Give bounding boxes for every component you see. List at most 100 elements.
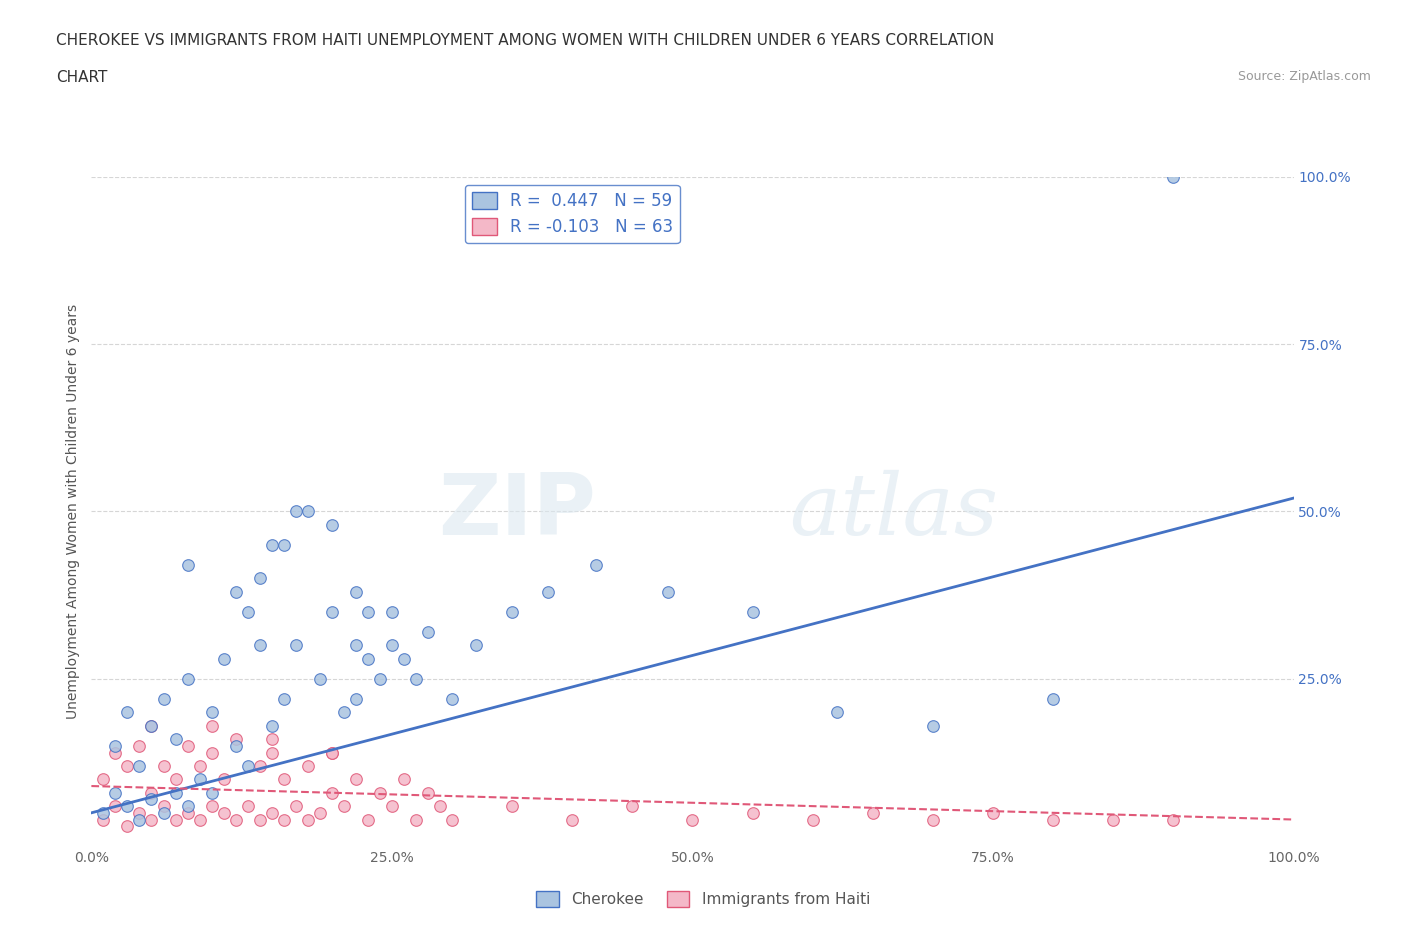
Point [117,818,139,833]
Point [152,759,174,774]
Point [1161,169,1184,184]
Point [321,745,343,760]
Point [104,738,127,753]
Point [357,812,380,827]
Point [117,799,139,814]
Point [537,584,560,599]
Y-axis label: Unemployment Among Women with Children Under 6 years: Unemployment Among Women with Children U… [66,304,80,719]
Point [368,785,391,800]
Legend: R =  0.447   N = 59, R = -0.103   N = 63: R = 0.447 N = 59, R = -0.103 N = 63 [465,185,679,243]
Point [93,772,115,787]
Point [260,538,283,552]
Point [440,812,463,827]
Point [1102,812,1125,827]
Point [801,812,824,827]
Point [585,558,607,573]
Point [284,638,307,653]
Point [741,604,763,619]
Legend: Cherokee, Immigrants from Haiti: Cherokee, Immigrants from Haiti [530,884,876,913]
Point [333,705,356,720]
Text: Source: ZipAtlas.com: Source: ZipAtlas.com [1237,70,1371,83]
Point [152,799,174,814]
Point [681,812,703,827]
Point [392,772,415,787]
Point [273,538,295,552]
Point [117,759,139,774]
Point [165,732,187,747]
Point [201,705,224,720]
Point [225,732,247,747]
Point [333,799,356,814]
Text: atlas: atlas [789,471,998,552]
Point [249,638,271,653]
Point [188,772,211,787]
Point [1042,692,1064,707]
Point [381,799,404,814]
Point [321,517,343,532]
Point [501,604,523,619]
Point [212,651,235,666]
Point [117,705,139,720]
Point [141,792,163,807]
Text: CHART: CHART [56,70,108,85]
Point [284,504,307,519]
Point [416,625,439,640]
Point [236,604,259,619]
Point [212,772,235,787]
Point [465,638,488,653]
Point [308,805,330,820]
Point [201,799,224,814]
Point [141,785,163,800]
Point [128,738,150,753]
Point [104,745,127,760]
Point [236,799,259,814]
Point [128,805,150,820]
Point [381,604,404,619]
Point [225,738,247,753]
Point [141,718,163,733]
Point [344,584,367,599]
Point [249,571,271,586]
Point [176,738,198,753]
Point [152,692,174,707]
Point [297,504,319,519]
Point [561,812,583,827]
Point [141,812,163,827]
Point [321,745,343,760]
Point [260,805,283,820]
Point [501,799,523,814]
Point [165,785,187,800]
Point [357,604,380,619]
Point [368,671,391,686]
Point [201,718,224,733]
Point [922,718,945,733]
Point [225,584,247,599]
Point [273,772,295,787]
Point [922,812,945,827]
Point [344,772,367,787]
Point [236,759,259,774]
Point [128,812,150,827]
Point [657,584,679,599]
Point [152,805,174,820]
Point [308,671,330,686]
Point [176,558,198,573]
Point [381,638,404,653]
Point [104,799,127,814]
Point [141,718,163,733]
Point [260,745,283,760]
Point [201,785,224,800]
Point [176,671,198,686]
Point [862,805,884,820]
Point [188,759,211,774]
Point [128,759,150,774]
Point [176,805,198,820]
Point [440,692,463,707]
Point [188,812,211,827]
Text: CHEROKEE VS IMMIGRANTS FROM HAITI UNEMPLOYMENT AMONG WOMEN WITH CHILDREN UNDER 6: CHEROKEE VS IMMIGRANTS FROM HAITI UNEMPL… [56,33,994,47]
Point [405,812,427,827]
Point [392,651,415,666]
Point [405,671,427,686]
Point [429,799,451,814]
Point [93,812,115,827]
